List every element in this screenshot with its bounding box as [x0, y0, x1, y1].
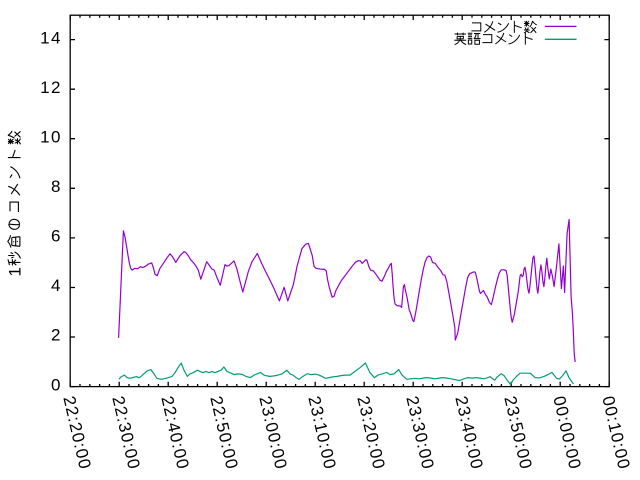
svg-text:14: 14: [40, 28, 62, 47]
svg-text:12: 12: [40, 78, 62, 97]
svg-text:1: 1: [5, 267, 24, 276]
svg-text:8: 8: [51, 177, 62, 196]
svg-text:4: 4: [51, 276, 62, 295]
svg-text:10: 10: [40, 127, 62, 146]
svg-text:6: 6: [51, 227, 62, 246]
svg-text:2: 2: [51, 326, 62, 345]
svg-text:0: 0: [51, 375, 62, 394]
